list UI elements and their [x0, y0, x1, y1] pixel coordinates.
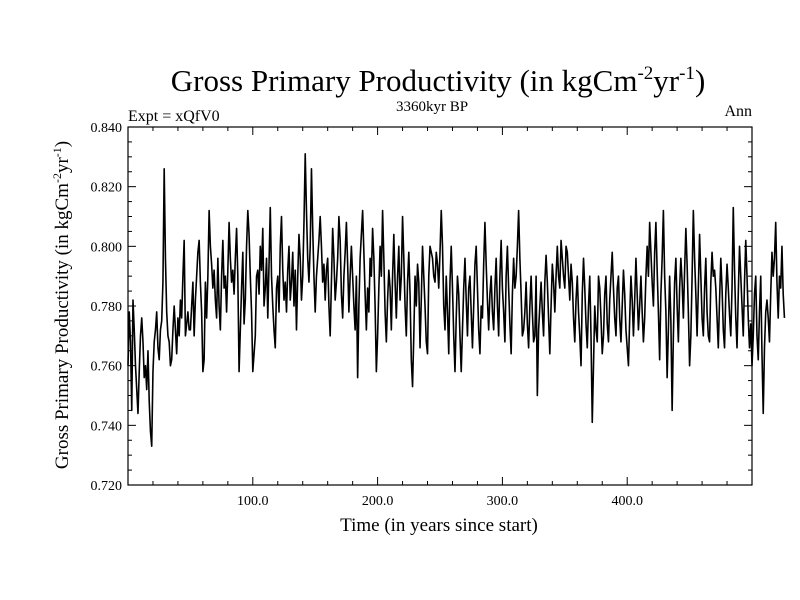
- y-tick-label: 0.780: [91, 300, 123, 315]
- x-tick-label: 400.0: [611, 494, 643, 509]
- x-tick-label: 100.0: [237, 494, 269, 509]
- plot-frame: [127, 126, 753, 486]
- axis-tick-labels: 0.720 0.740 0.760 0.780 0.800 0.820 0.840 100.0…: [91, 121, 643, 509]
- season-label: Ann: [724, 103, 752, 120]
- x-tick-label: 200.0: [362, 494, 394, 509]
- y-tick-label: 0.740: [91, 419, 123, 434]
- chart-title: Gross Primary Productivity (in kgCm-2yr-…: [171, 63, 706, 98]
- y-tick-label: 0.720: [91, 479, 123, 494]
- chart-subtitle: 3360kyr BP: [396, 99, 468, 115]
- y-tick-label: 0.840: [91, 121, 123, 136]
- x-axis-label: Time (in years since start): [340, 515, 538, 536]
- series-line: [127, 153, 786, 448]
- y-axis-label: Gross Primary Productivity (in kgCm-2yr-…: [50, 141, 73, 469]
- y-tick-label: 0.820: [91, 181, 123, 196]
- experiment-label: Expt = xQfV0: [128, 108, 220, 125]
- y-tick-label: 0.800: [91, 240, 123, 255]
- x-tick-label: 300.0: [487, 494, 519, 509]
- y-tick-label: 0.760: [91, 360, 123, 375]
